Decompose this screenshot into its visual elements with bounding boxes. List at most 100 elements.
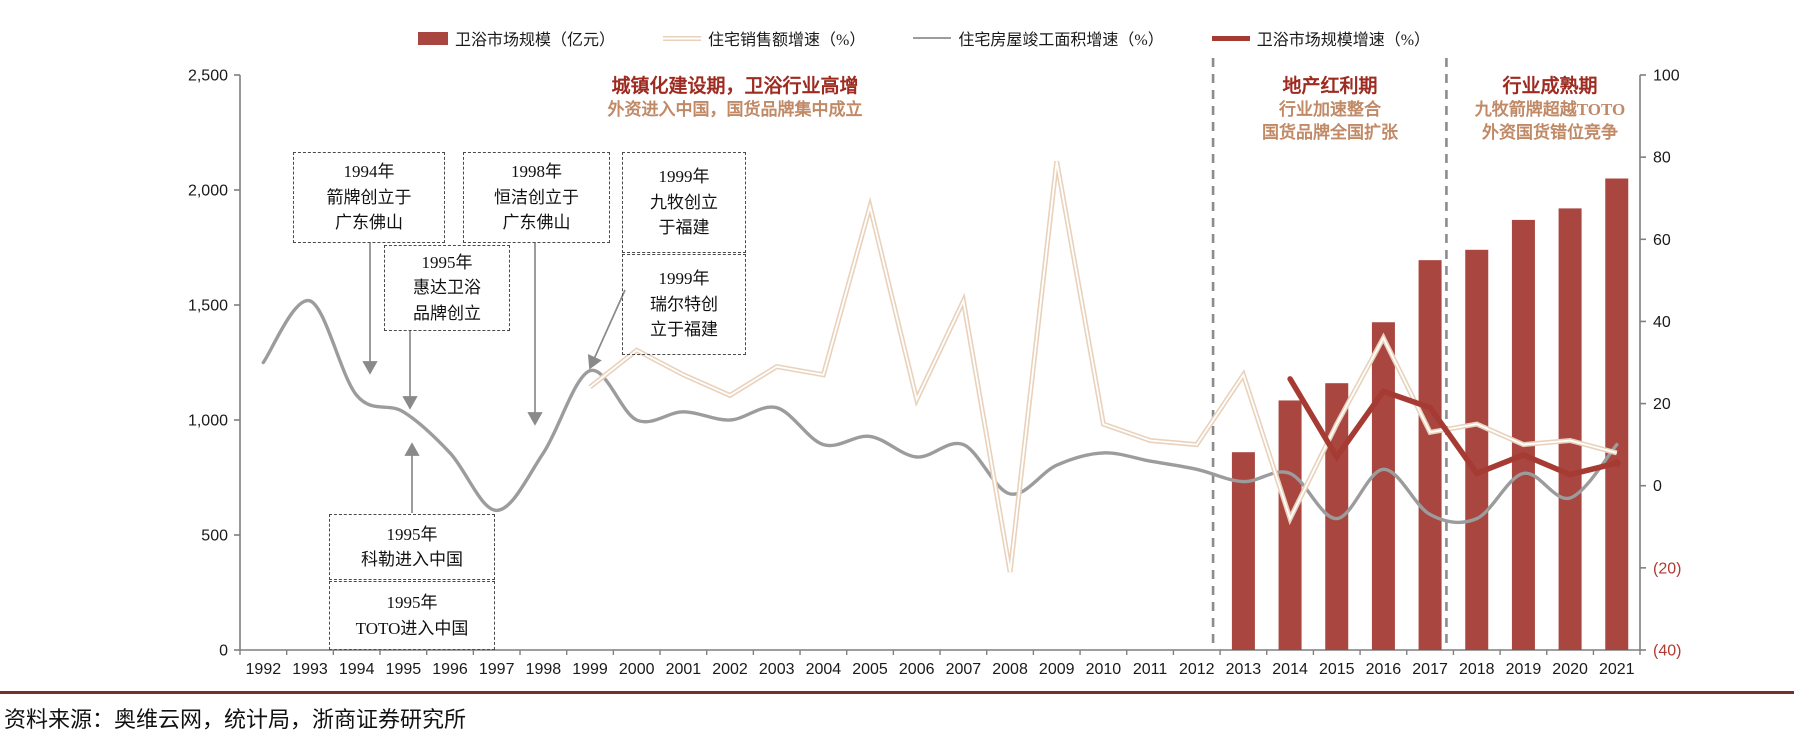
left-axis-label: 1,500 — [188, 298, 228, 315]
annotation-box-kohler: 1995年科勒进入中国 — [329, 514, 495, 580]
right-axis-label: 100 — [1653, 68, 1680, 85]
x-axis-label: 1997 — [479, 661, 515, 678]
period-title: 行业成熟期 — [1502, 76, 1598, 97]
x-axis-label: 2008 — [992, 661, 1028, 678]
x-axis-label: 2002 — [712, 661, 748, 678]
x-axis-label: 1996 — [432, 661, 468, 678]
annotation-line: 箭牌创立于 — [326, 187, 412, 207]
bar-2017 — [1418, 260, 1442, 650]
left-axis-label: 500 — [201, 528, 228, 545]
annotation-line: 广东佛山 — [335, 213, 403, 233]
legend-item-2: 住宅房屋竣工面积增速（%） — [913, 26, 1164, 50]
annotation-box-jomoo: 1999年 九牧创立 于福建 — [622, 152, 746, 253]
period-subtitle: 国货品牌全国扩张 — [1262, 122, 1398, 142]
x-axis-label: 2005 — [852, 661, 888, 678]
source-note: 资料来源：奥维云网，统计局，浙商证券研究所 — [4, 707, 467, 732]
x-axis-label: 2021 — [1599, 661, 1635, 678]
bar-2014 — [1278, 400, 1302, 650]
annotation-box-huida: 1995年 惠达卫浴 品牌创立 — [384, 245, 510, 331]
period-subtitle: 外资进入中国，国货品牌集中成立 — [607, 100, 863, 120]
red-line-swatch-icon — [1211, 35, 1250, 41]
legend-label: 住宅房屋竣工面积增速（%） — [958, 32, 1164, 49]
annotation-box-toto: 1995年 TOTO进入中国 — [329, 581, 495, 650]
legend-label: 卫浴市场规模（亿元） — [455, 32, 616, 49]
right-axis-label: 80 — [1653, 150, 1671, 167]
annotation-line: 九牧创立 — [650, 192, 718, 212]
x-axis-label: 1999 — [572, 661, 608, 678]
legend-label: 住宅销售额增速（%） — [708, 32, 866, 49]
x-axis-label: 2009 — [1039, 661, 1075, 678]
peach-line-swatch-icon — [663, 35, 702, 41]
annotation-box-y1994: 1994年箭牌创立于广东佛山 — [293, 152, 445, 243]
annotation-line: 1995年 — [386, 524, 438, 544]
bar-2016 — [1371, 322, 1395, 650]
x-axis-label: 2017 — [1412, 661, 1448, 678]
x-axis-label: 2003 — [759, 661, 795, 678]
period-block-2: 行业成熟期 九牧箭牌超越TOTO 外资国货错位竞争 — [1300, 74, 1794, 144]
annotation-line: 1995年 — [386, 593, 438, 612]
legend-item-0: 卫浴市场规模（亿元） — [418, 26, 615, 50]
bar-2021 — [1605, 178, 1629, 650]
x-axis-label: 2001 — [666, 661, 702, 678]
annotation-line: 立于福建 — [650, 320, 718, 340]
x-axis-label: 2006 — [899, 661, 935, 678]
left-axis-label: 0 — [219, 643, 228, 660]
x-axis-label: 2014 — [1272, 661, 1308, 678]
left-axis-label: 1,000 — [188, 413, 228, 430]
left-axis-label: 2,000 — [188, 183, 228, 200]
x-axis-label: 1993 — [292, 661, 328, 678]
right-axis-label: 40 — [1653, 314, 1671, 331]
annotation-line: 惠达卫浴 — [413, 278, 481, 298]
bar-swatch-icon — [418, 31, 448, 45]
annotation-line: 1994年 — [343, 162, 395, 182]
legend-item-1: 住宅销售额增速（%） — [663, 26, 865, 50]
annotation-arrow-3 — [587, 289, 626, 370]
right-axis-label: 60 — [1653, 232, 1671, 249]
x-axis-label: 2016 — [1366, 661, 1402, 678]
bar-2020 — [1558, 208, 1582, 650]
source-divider — [0, 691, 1794, 694]
x-axis-label: 2000 — [619, 661, 655, 678]
x-axis-label: 2019 — [1506, 661, 1542, 678]
right-axis-label: (20) — [1653, 560, 1681, 577]
legend: 卫浴市场规模（亿元） 住宅销售额增速（%） 住宅房屋竣工面积增速（%） 卫浴市场规模增… — [418, 26, 1430, 50]
market-growth-end-dot — [1612, 459, 1621, 468]
right-axis-label: 20 — [1653, 396, 1671, 413]
annotation-line: TOTO进入中国 — [355, 618, 469, 638]
market-growth-line — [1287, 376, 1620, 478]
annotation-box-y1998: 1998年 恒洁创立于 广东佛山 — [463, 152, 610, 243]
legend-item-3: 卫浴市场规模增速（%） — [1211, 26, 1431, 50]
legend-label: 卫浴市场规模增速（%） — [1256, 32, 1431, 49]
annotation-line: 1999年 — [658, 167, 710, 187]
period-subtitle: 外资国货错位竞争 — [1482, 122, 1618, 142]
annotation-line: 恒洁创立于 — [494, 187, 579, 207]
x-axis-label: 2020 — [1552, 661, 1588, 678]
annotation-line: 品牌创立 — [413, 303, 481, 323]
period-block-0: 城镇化建设期，卫浴行业高增 外资进入中国，国货品牌集中成立 — [485, 74, 985, 122]
period-block-1: 地产红利期行业加速整合 国货品牌全国扩张 — [1080, 74, 1580, 144]
period-title: 城镇化建设期，卫浴行业高增 — [611, 76, 859, 97]
annotation-line: 1999年 — [658, 269, 710, 289]
left-axis-label: 2,500 — [188, 68, 228, 85]
bar-2019 — [1511, 219, 1535, 650]
bar-2013 — [1231, 452, 1255, 650]
gray-line-swatch-icon — [913, 37, 952, 39]
x-axis-label: 2007 — [946, 661, 982, 678]
annotation-box-rielt: 1999年瑞尔特创立于福建 — [622, 254, 746, 355]
completion-growth-line — [261, 299, 1619, 525]
bar-2018 — [1465, 249, 1489, 651]
x-axis-label: 2004 — [806, 661, 842, 678]
annotation-line: 瑞尔特创 — [650, 294, 718, 314]
annotation-line: 科勒进入中国 — [361, 550, 463, 569]
x-axis-label: 2018 — [1459, 661, 1495, 678]
x-axis-label: 1994 — [339, 661, 375, 678]
right-axis-label: (40) — [1653, 643, 1681, 660]
x-axis-label: 2013 — [1226, 661, 1262, 678]
x-axis-label: 2011 — [1133, 661, 1168, 678]
period-title: 地产红利期 — [1282, 76, 1378, 97]
period-subtitle: 行业加速整合 — [1279, 100, 1381, 120]
x-axis-label: 1998 — [526, 661, 562, 678]
right-axis-label: 0 — [1653, 478, 1662, 495]
annotation-line: 1998年 — [511, 162, 562, 182]
